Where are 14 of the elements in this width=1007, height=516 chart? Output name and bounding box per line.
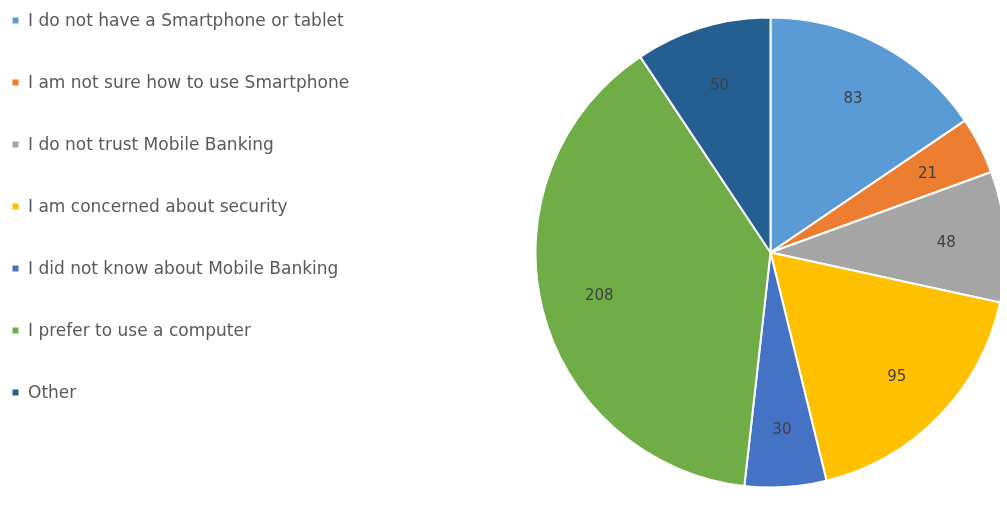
data-label: 208 [584,286,614,305]
data-label: 21 [917,164,937,183]
data-label: 83 [843,88,863,107]
data-label: 95 [887,367,907,386]
legend-label: I am not sure how to use Smartphone [28,72,350,92]
data-label: 50 [709,75,730,94]
data-label: 48 [936,232,956,251]
legend-label: I do not have a Smartphone or tablet [28,10,344,30]
data-label: 30 [772,420,792,439]
legend-label: Other [28,382,77,402]
legend-label: I did not know about Mobile Banking [28,258,339,278]
legend-label: I prefer to use a computer [28,320,251,340]
legend-label: I am concerned about security [28,196,288,216]
legend-label: I do not trust Mobile Banking [28,134,274,154]
